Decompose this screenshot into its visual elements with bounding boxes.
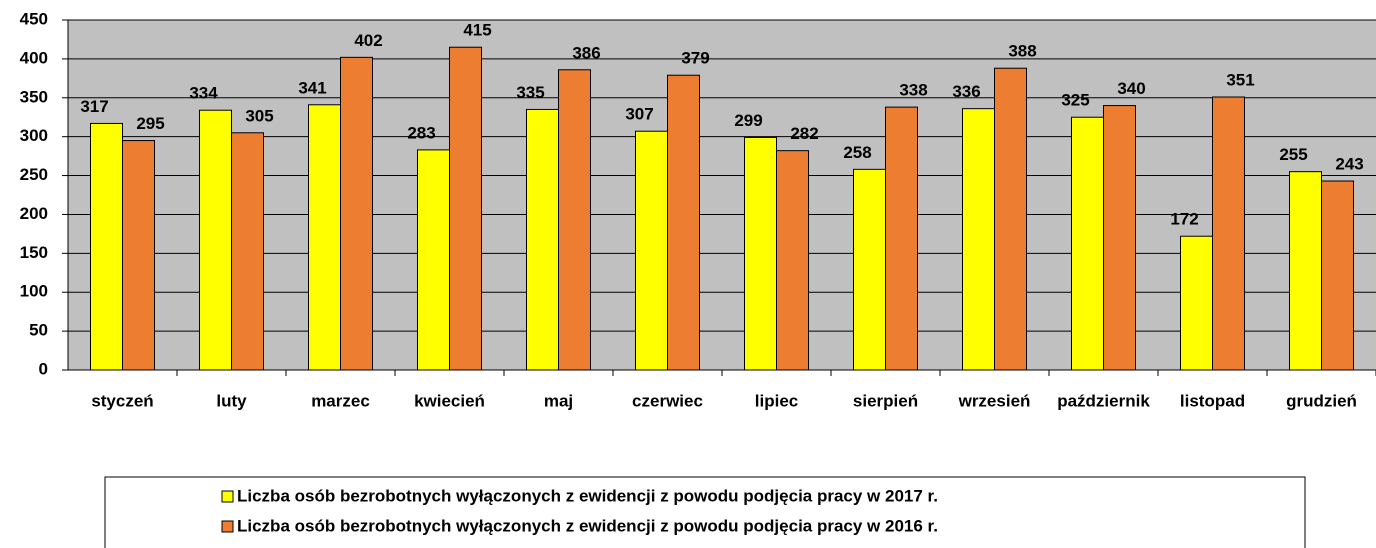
bar bbox=[635, 130, 668, 371]
bar bbox=[1212, 96, 1245, 371]
bar bbox=[122, 140, 155, 371]
y-tick-label: 150 bbox=[20, 243, 48, 262]
bar bbox=[526, 108, 559, 371]
bar bbox=[1180, 235, 1213, 371]
bar bbox=[994, 67, 1027, 371]
bar bbox=[776, 150, 809, 371]
y-tick-label: 450 bbox=[20, 9, 48, 28]
data-label: 379 bbox=[681, 49, 709, 68]
x-tick-label: listopad bbox=[1180, 391, 1245, 410]
plot-area bbox=[68, 20, 1376, 370]
data-label: 282 bbox=[790, 124, 818, 143]
x-tick-label: lipiec bbox=[755, 391, 798, 410]
legend-label: Liczba osób bezrobotnych wyłączonych z e… bbox=[237, 516, 938, 535]
x-tick-label: luty bbox=[216, 391, 247, 410]
legend-label: Liczba osób bezrobotnych wyłączonych z e… bbox=[237, 486, 938, 505]
y-tick-label: 250 bbox=[20, 165, 48, 184]
bar bbox=[853, 168, 886, 371]
x-tick-label: styczeń bbox=[91, 391, 153, 410]
data-label: 258 bbox=[843, 143, 871, 162]
x-tick-label: maj bbox=[544, 391, 573, 410]
data-label: 388 bbox=[1008, 42, 1036, 61]
bar bbox=[199, 109, 232, 371]
x-tick-label: marzec bbox=[311, 391, 370, 410]
y-tick-label: 350 bbox=[20, 87, 48, 106]
data-label: 341 bbox=[298, 78, 326, 97]
bar bbox=[1071, 116, 1104, 371]
data-label: 305 bbox=[245, 106, 273, 125]
legend-box bbox=[104, 476, 1306, 548]
y-tick-label: 100 bbox=[20, 282, 48, 301]
data-label: 351 bbox=[1226, 70, 1254, 89]
bar bbox=[667, 74, 700, 371]
x-tick-label: październik bbox=[1057, 391, 1150, 410]
bar bbox=[1103, 105, 1136, 371]
y-tick-label: 0 bbox=[39, 359, 48, 378]
data-label: 299 bbox=[734, 111, 762, 130]
data-label: 307 bbox=[625, 105, 653, 124]
bar bbox=[885, 106, 918, 371]
y-tick-label: 400 bbox=[20, 48, 48, 67]
data-label: 317 bbox=[80, 97, 108, 116]
bar bbox=[90, 122, 123, 371]
y-tick-label: 50 bbox=[29, 321, 48, 340]
legend-swatch bbox=[221, 520, 234, 533]
legend-swatch bbox=[221, 490, 234, 503]
data-label: 295 bbox=[136, 114, 164, 133]
y-tick-label: 300 bbox=[20, 126, 48, 145]
data-label: 334 bbox=[189, 84, 218, 103]
data-label: 340 bbox=[1117, 79, 1145, 98]
bar bbox=[340, 56, 373, 371]
bar bbox=[744, 136, 777, 371]
bar bbox=[417, 149, 450, 371]
data-label: 386 bbox=[572, 43, 600, 62]
data-label: 283 bbox=[407, 123, 435, 142]
bar bbox=[1321, 180, 1354, 371]
bar bbox=[308, 104, 341, 371]
x-tick-label: kwiecień bbox=[414, 391, 485, 410]
data-label: 325 bbox=[1061, 91, 1089, 110]
bar bbox=[558, 69, 591, 371]
data-label: 415 bbox=[463, 21, 491, 40]
data-label: 255 bbox=[1279, 145, 1307, 164]
y-tick-label: 200 bbox=[20, 204, 48, 223]
data-label: 338 bbox=[899, 81, 927, 100]
data-label: 335 bbox=[516, 83, 544, 102]
data-label: 402 bbox=[354, 31, 382, 50]
x-tick-label: sierpień bbox=[853, 391, 918, 410]
x-tick-label: wrzesień bbox=[958, 391, 1031, 410]
data-label: 336 bbox=[952, 82, 980, 101]
x-tick-label: grudzień bbox=[1286, 391, 1357, 410]
bar bbox=[962, 108, 995, 371]
data-label: 172 bbox=[1170, 210, 1198, 229]
bar bbox=[231, 132, 264, 371]
bar bbox=[1289, 171, 1322, 371]
bar bbox=[449, 46, 482, 371]
x-tick-label: czerwiec bbox=[632, 391, 703, 410]
data-label: 243 bbox=[1335, 154, 1363, 173]
